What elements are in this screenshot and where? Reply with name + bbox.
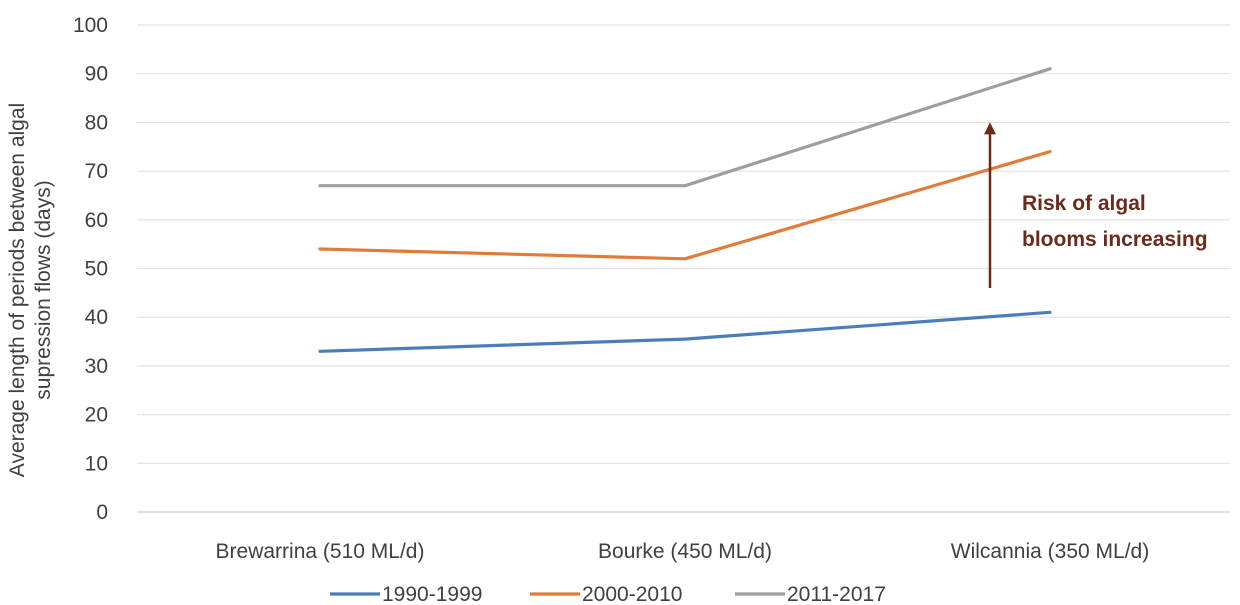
y-tick-label: 20 xyxy=(85,404,108,427)
y-tick-label: 10 xyxy=(85,452,108,475)
legend-label: 2011-2017 xyxy=(787,583,886,605)
y-tick-label: 90 xyxy=(85,63,108,86)
y-tick-label: 0 xyxy=(96,501,108,524)
y-tick-labels: 0 10 20 30 40 50 60 70 80 90 100 xyxy=(73,14,108,524)
y-axis-title-line-1: Average length of periods between algal xyxy=(6,103,29,477)
y-tick-label: 30 xyxy=(85,355,108,378)
y-tick-label: 80 xyxy=(85,111,108,134)
x-tick-label: Brewarrina (510 ML/d) xyxy=(216,540,425,563)
y-tick-label: 100 xyxy=(73,14,108,37)
gridlines xyxy=(137,24,1230,513)
annotation-text: Risk of algal xyxy=(1022,192,1146,215)
series-lines xyxy=(318,67,1052,353)
x-tick-label: Wilcannia (350 ML/d) xyxy=(951,540,1149,563)
x-tick-labels: Brewarrina (510 ML/d) Bourke (450 ML/d) Wi… xyxy=(216,540,1150,563)
legend-label: 2000-2010 xyxy=(582,583,682,605)
annotation-text: blooms increasing xyxy=(1022,228,1208,251)
series-line-1990-1999 xyxy=(318,310,1052,353)
y-tick-label: 50 xyxy=(85,258,108,281)
legend: 1990-1999 2000-2010 2011-2017 xyxy=(330,583,886,605)
y-tick-label: 70 xyxy=(85,160,108,183)
annotation: Risk of algal blooms increasing xyxy=(984,122,1208,288)
series-line-2011-2017 xyxy=(318,67,1052,188)
series-line-2000-2010 xyxy=(318,150,1052,261)
y-axis-title-line-2: supression flows (days) xyxy=(32,180,55,399)
y-tick-label: 60 xyxy=(85,209,108,232)
arrow-head-icon xyxy=(984,122,996,135)
legend-label: 1990-1999 xyxy=(382,583,482,605)
x-tick-label: Bourke (450 ML/d) xyxy=(598,540,772,563)
y-tick-label: 40 xyxy=(85,306,108,329)
